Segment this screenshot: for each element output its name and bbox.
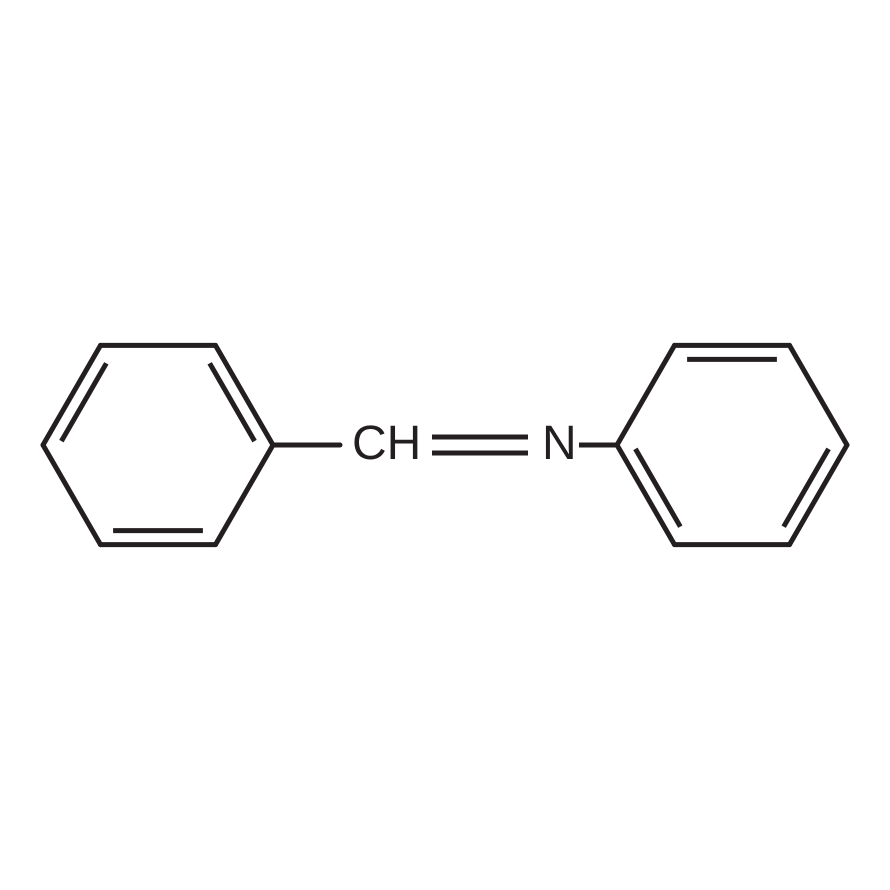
atom-label-n: N xyxy=(540,420,579,468)
molecule-svg xyxy=(0,0,890,890)
molecule-canvas: CH N xyxy=(0,0,890,890)
atom-label-ch: CH xyxy=(350,420,423,468)
